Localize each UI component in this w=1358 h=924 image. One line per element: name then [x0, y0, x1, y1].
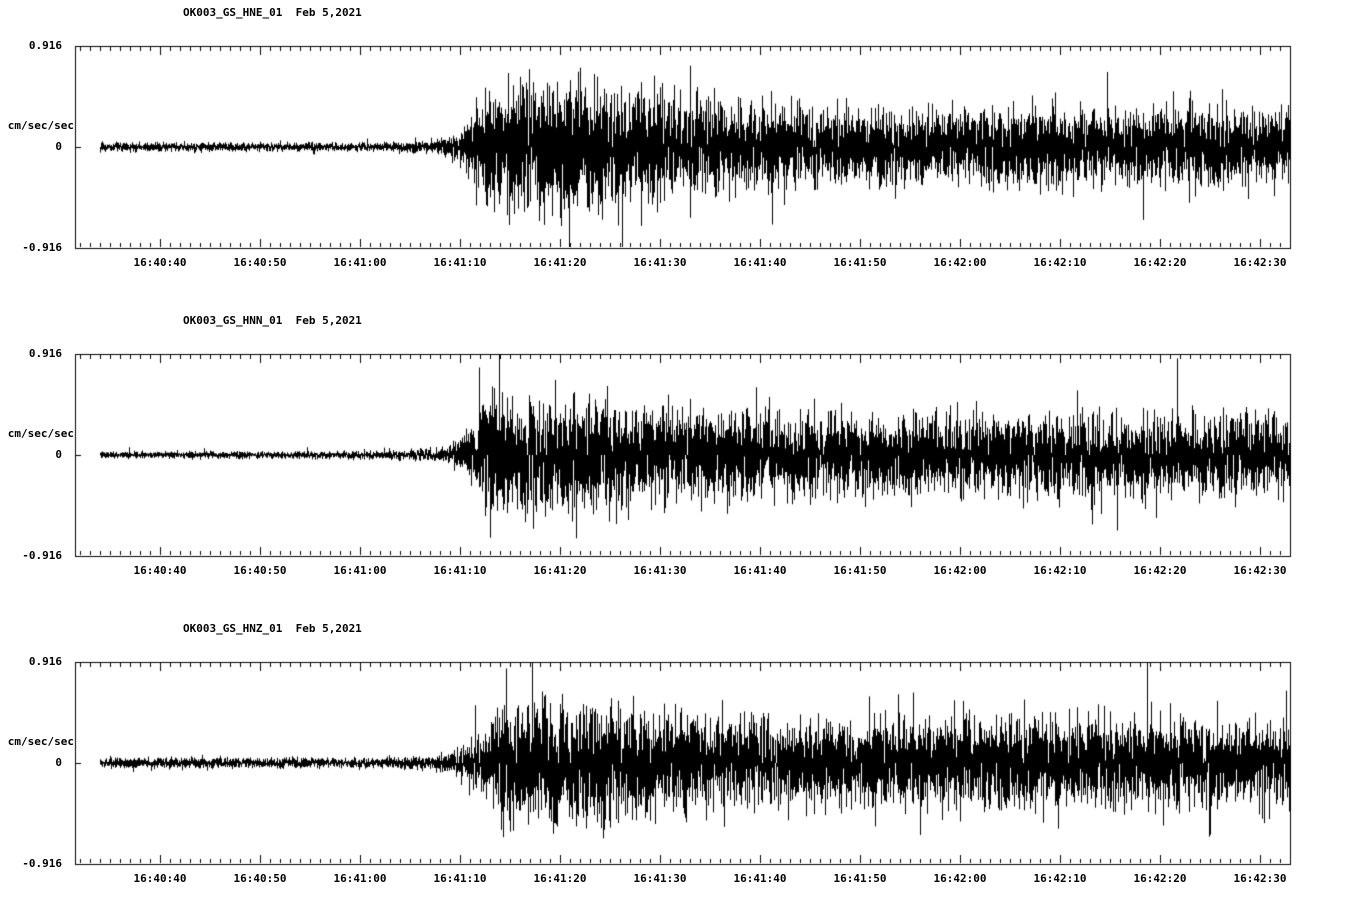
seismogram-panel-hne: OK003_GS_HNE_01 Feb 5,2021 0.916 cm/sec/… [0, 0, 1358, 308]
waveform-canvas-hne [0, 0, 1358, 308]
x-tick-label: 16:41:30 [633, 872, 687, 885]
x-tick-label: 16:40:40 [133, 256, 187, 269]
y-axis-max-label: 0.916 [28, 39, 62, 52]
x-tick-label: 16:41:40 [733, 256, 787, 269]
x-tick-label: 16:42:10 [1033, 564, 1087, 577]
y-axis-zero-label: 0 [55, 140, 62, 153]
x-tick-label: 16:41:20 [533, 564, 587, 577]
x-tick-label: 16:40:40 [133, 872, 187, 885]
x-tick-label: 16:40:50 [233, 872, 287, 885]
seismogram-panel-hnn: OK003_GS_HNN_01 Feb 5,2021 0.916 cm/sec/… [0, 308, 1358, 616]
y-axis-max-label: 0.916 [28, 347, 62, 360]
y-axis-min-label: -0.916 [22, 549, 62, 562]
x-tick-label: 16:42:00 [933, 256, 987, 269]
x-tick-label: 16:40:40 [133, 564, 187, 577]
x-tick-label: 16:41:10 [433, 872, 487, 885]
x-tick-label: 16:41:40 [733, 872, 787, 885]
y-axis-min-label: -0.916 [22, 857, 62, 870]
x-axis-tick-labels: 16:40:40 16:40:50 16:41:00 16:41:10 16:41:20… [0, 0, 1358, 308]
x-tick-label: 16:41:40 [733, 564, 787, 577]
y-axis-max-label: 0.916 [28, 655, 62, 668]
y-axis-zero-label: 0 [55, 448, 62, 461]
x-tick-label: 16:42:20 [1133, 564, 1187, 577]
x-tick-label: 16:42:30 [1233, 872, 1287, 885]
x-tick-label: 16:41:20 [533, 872, 587, 885]
chart-title: OK003_GS_HNZ_01 Feb 5,2021 [183, 622, 362, 635]
x-tick-label: 16:40:50 [233, 564, 287, 577]
x-axis-tick-labels: 16:40:40 16:40:50 16:41:00 16:41:10 16:41:20… [0, 308, 1358, 616]
x-tick-label: 16:41:30 [633, 256, 687, 269]
x-tick-label: 16:42:10 [1033, 256, 1087, 269]
y-axis-unit-label: cm/sec/sec [7, 119, 74, 132]
x-tick-label: 16:41:00 [333, 564, 387, 577]
x-tick-label: 16:42:30 [1233, 256, 1287, 269]
x-tick-label: 16:41:50 [833, 564, 887, 577]
x-axis-tick-labels: 16:40:40 16:40:50 16:41:00 16:41:10 16:41:20… [0, 616, 1358, 924]
x-tick-label: 16:41:00 [333, 256, 387, 269]
x-tick-label: 16:41:00 [333, 872, 387, 885]
seismogram-panel-hnz: OK003_GS_HNZ_01 Feb 5,2021 0.916 cm/sec/… [0, 616, 1358, 924]
x-tick-label: 16:42:30 [1233, 564, 1287, 577]
x-tick-label: 16:42:00 [933, 872, 987, 885]
y-axis-zero-label: 0 [55, 756, 62, 769]
chart-title: OK003_GS_HNN_01 Feb 5,2021 [183, 314, 362, 327]
y-axis-unit-label: cm/sec/sec [7, 735, 74, 748]
chart-title: OK003_GS_HNE_01 Feb 5,2021 [183, 6, 362, 19]
waveform-canvas-hnn [0, 308, 1358, 616]
x-tick-label: 16:41:30 [633, 564, 687, 577]
waveform-canvas-hnz [0, 616, 1358, 924]
x-tick-label: 16:40:50 [233, 256, 287, 269]
x-tick-label: 16:41:10 [433, 256, 487, 269]
y-axis-unit-label: cm/sec/sec [7, 427, 74, 440]
x-tick-label: 16:42:20 [1133, 872, 1187, 885]
x-tick-label: 16:41:10 [433, 564, 487, 577]
x-tick-label: 16:41:20 [533, 256, 587, 269]
x-tick-label: 16:42:00 [933, 564, 987, 577]
y-axis-min-label: -0.916 [22, 241, 62, 254]
x-tick-label: 16:42:20 [1133, 256, 1187, 269]
x-tick-label: 16:41:50 [833, 872, 887, 885]
x-tick-label: 16:41:50 [833, 256, 887, 269]
x-tick-label: 16:42:10 [1033, 872, 1087, 885]
